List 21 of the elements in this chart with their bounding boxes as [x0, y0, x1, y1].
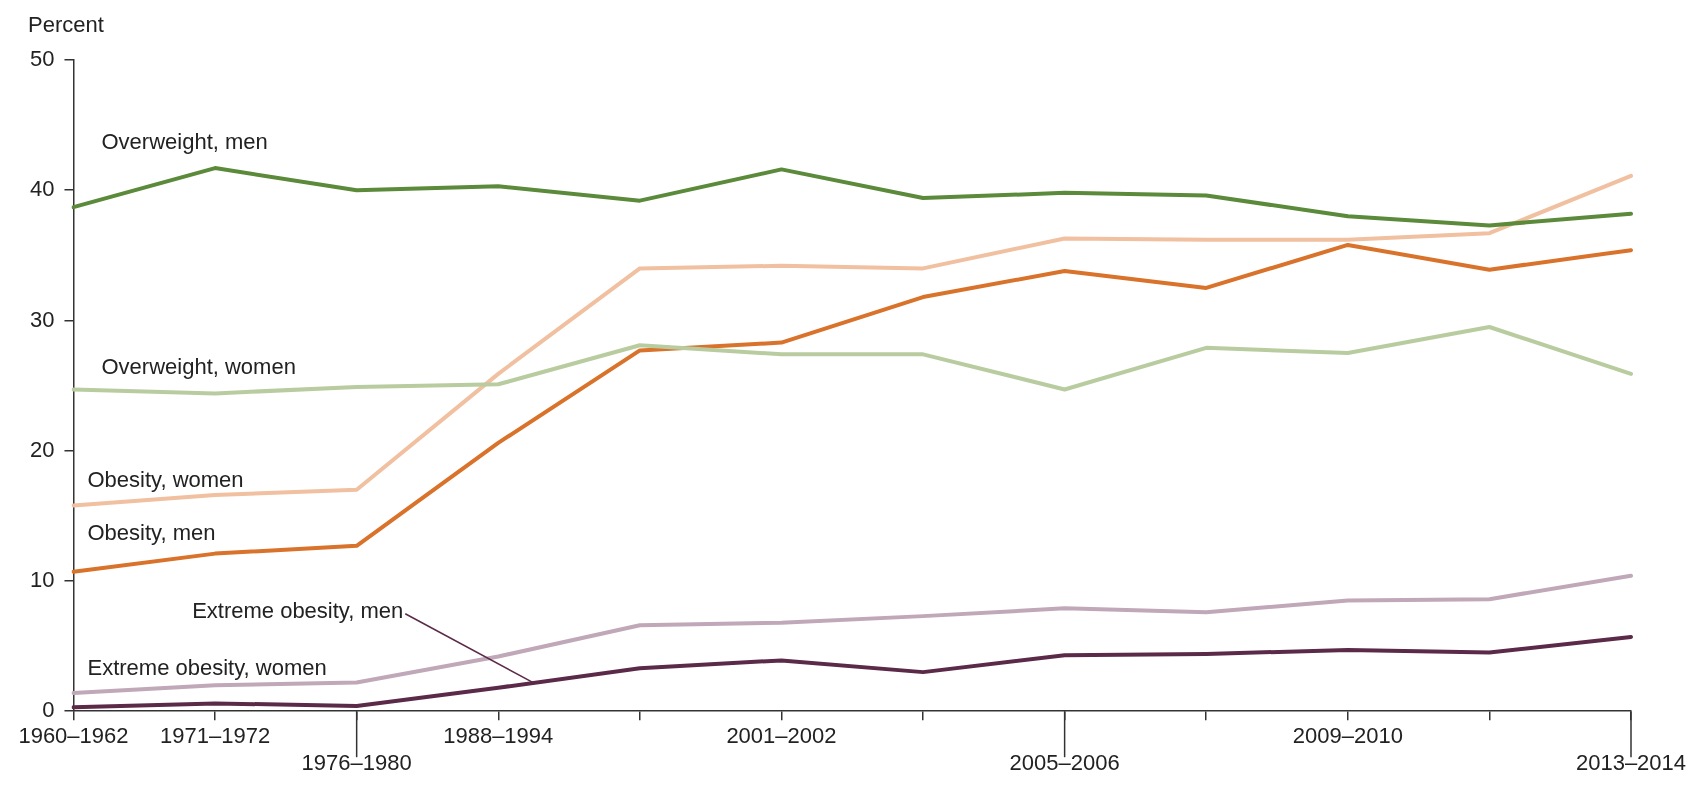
- x-tick-label: 1976–1980: [301, 749, 412, 775]
- x-tick-label: 2005–2006: [1009, 749, 1120, 775]
- text: Extreme obesity, men: [192, 597, 404, 623]
- y-axis-title: Percent: [28, 12, 104, 37]
- x-tick-label: 2009–2010: [1292, 723, 1403, 749]
- series-label: Obesity, men: [87, 519, 216, 545]
- x-tick-label: 1988–1994: [443, 723, 554, 749]
- series-label: Extreme obesity, women: [87, 654, 327, 680]
- y-tick-label: 30: [29, 306, 55, 332]
- y-tick-label: 10: [29, 567, 55, 593]
- series-label: Overweight, men: [101, 129, 268, 155]
- x-tick-label: 1960–1962: [18, 723, 129, 749]
- y-tick-label: 0: [42, 697, 55, 723]
- x-tick-label: 2001–2002: [726, 723, 837, 749]
- y-tick-label: 50: [29, 46, 55, 72]
- x-tick-label: 2013–2014: [1575, 749, 1687, 775]
- y-tick-label: 20: [29, 436, 55, 462]
- y-tick-label: 40: [29, 176, 55, 202]
- series-label: Obesity, women: [87, 467, 244, 493]
- series-label: Overweight, women: [101, 353, 296, 379]
- x-tick-label: 1971–1972: [160, 723, 271, 749]
